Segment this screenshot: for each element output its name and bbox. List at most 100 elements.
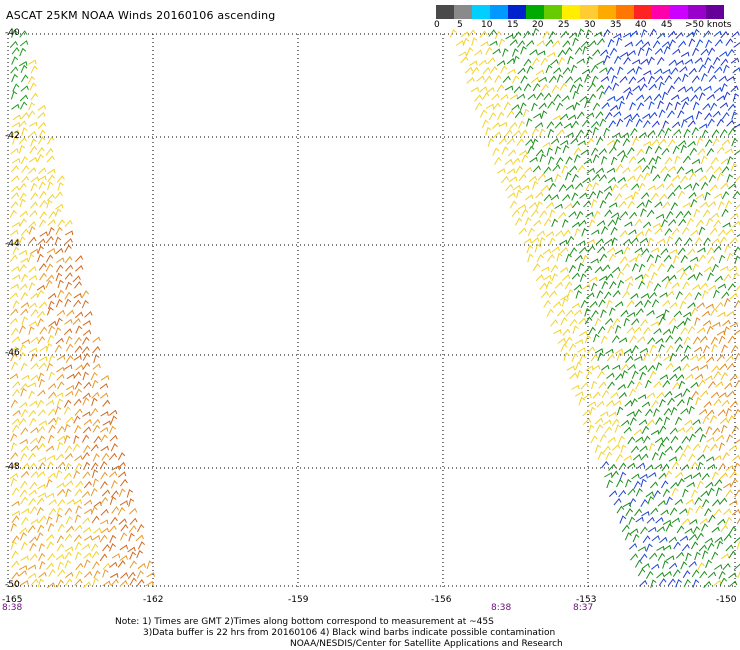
wind-barb [10, 148, 19, 155]
wind-barb [700, 48, 709, 56]
wind-barb [589, 300, 598, 308]
wind-barb [460, 31, 469, 38]
wind-barb [733, 537, 740, 544]
wind-barb [47, 553, 56, 561]
wind-barb [19, 283, 28, 291]
wind-barb [99, 426, 109, 433]
wind-barb [621, 419, 630, 427]
wind-barb [691, 390, 699, 399]
wind-barb [607, 325, 615, 334]
wind-barb [119, 554, 128, 561]
wind-barb [565, 104, 575, 110]
wind-barb [578, 396, 586, 406]
wind-barb [620, 154, 628, 163]
wind-barb [692, 525, 700, 535]
wind-barb [622, 138, 630, 147]
wind-barb [546, 308, 554, 318]
wind-barb [705, 426, 713, 435]
wind-barb [500, 65, 508, 74]
wind-barb [64, 399, 72, 408]
wind-barb [12, 381, 21, 389]
wind-barb [57, 523, 65, 532]
wind-barb [628, 516, 636, 525]
wind-barb [635, 308, 644, 316]
wind-barb [656, 238, 666, 244]
wind-barb [501, 175, 510, 184]
wind-barb [39, 211, 47, 220]
wind-barb [703, 237, 711, 246]
wind-barb [720, 58, 729, 66]
wind-barb [479, 86, 488, 93]
wind-barb [649, 442, 656, 452]
wind-barb [579, 192, 588, 199]
wind-barb [11, 221, 21, 228]
wind-barb [28, 167, 37, 175]
wind-barb [731, 111, 738, 120]
wind-barb [735, 285, 740, 291]
wind-barb [657, 128, 665, 137]
wind-barb [725, 516, 733, 526]
wind-barb [638, 131, 647, 139]
wind-barb [721, 165, 730, 174]
wind-barb [589, 406, 596, 416]
wind-barb [548, 75, 557, 83]
lat-label: -44 [5, 239, 20, 249]
wind-barb [644, 379, 652, 389]
wind-barb [65, 516, 73, 525]
wind-barb [642, 535, 651, 543]
wind-barb [12, 114, 22, 121]
wind-barb [696, 480, 704, 489]
wind-barb [37, 318, 44, 327]
wind-barb [658, 425, 667, 434]
wind-barb [582, 46, 589, 55]
wind-barb [118, 518, 127, 525]
wind-barb [679, 66, 688, 73]
wind-barb [706, 217, 714, 227]
wind-barb [659, 292, 668, 298]
wind-barb [21, 374, 30, 381]
wind-barb [506, 110, 515, 118]
wind-barb [697, 247, 706, 253]
lat-lon-grid [7, 33, 736, 590]
wind-barb [29, 437, 39, 445]
wind-barb [516, 93, 526, 100]
wind-barb [631, 262, 639, 272]
footnote-line-2: 3)Data buffer is 22 hrs from 20160106 4)… [143, 628, 556, 638]
wind-barb [21, 165, 30, 173]
wind-barb [670, 202, 678, 211]
wind-barb [642, 113, 651, 120]
wind-barb [514, 110, 523, 119]
wind-barb [698, 92, 706, 101]
wind-barb [621, 290, 630, 299]
wind-barb [628, 497, 637, 507]
wind-barb [36, 146, 45, 155]
wind-barb [668, 59, 677, 66]
wind-barb [627, 175, 636, 182]
wind-barb [645, 199, 652, 208]
wind-barb [693, 85, 703, 93]
wind-barb [719, 236, 727, 245]
wind-barb [90, 462, 99, 471]
wind-barb [630, 528, 639, 535]
wind-barb [579, 330, 588, 337]
wind-barb [507, 149, 517, 157]
wind-barb [474, 94, 483, 102]
wind-barb [714, 536, 723, 543]
wind-barb [654, 201, 663, 208]
wind-barb [734, 300, 740, 309]
wind-barb [547, 128, 555, 138]
wind-barb [632, 533, 640, 543]
wind-barb [671, 461, 680, 470]
wind-barb [712, 499, 721, 507]
wind-barb [449, 29, 457, 38]
colorbar-swatch [508, 5, 526, 19]
wind-barb [674, 471, 684, 479]
wind-barb [102, 580, 111, 587]
wind-barb [545, 39, 554, 47]
wind-barb [527, 145, 535, 154]
wind-barb [683, 474, 693, 480]
wind-barb [568, 264, 576, 273]
wind-barb [47, 168, 56, 175]
wind-barb [627, 147, 635, 155]
wind-barb [687, 248, 696, 256]
